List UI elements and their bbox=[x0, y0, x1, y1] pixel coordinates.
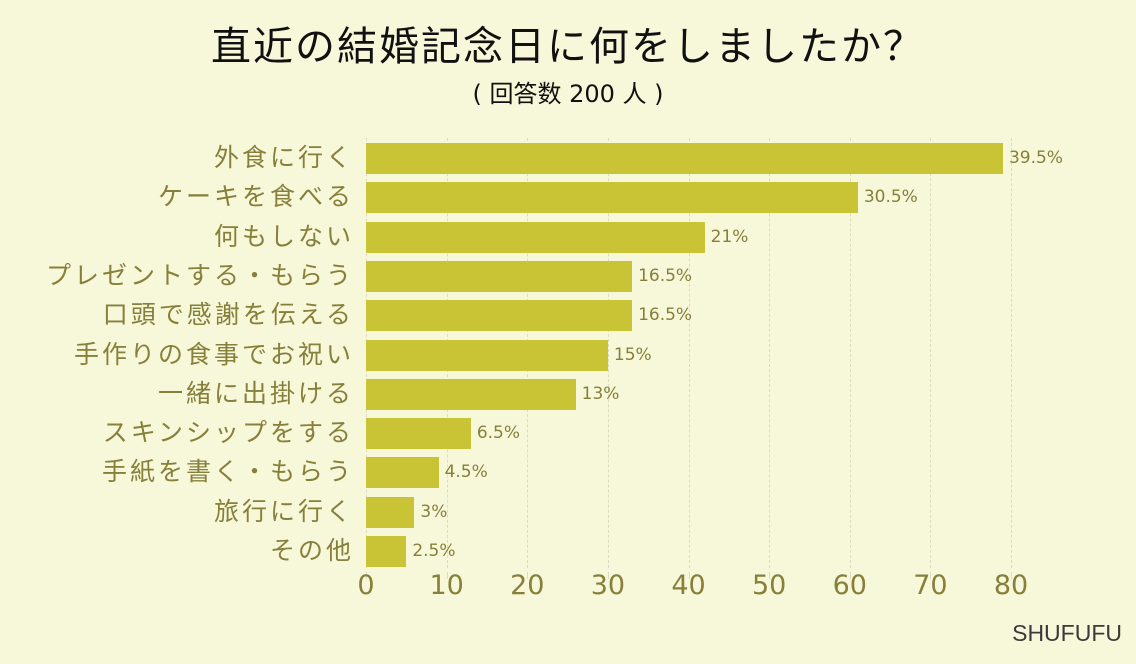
brand-logo: SHUFUFU bbox=[1012, 620, 1122, 646]
value-label: 15% bbox=[613, 344, 652, 365]
x-tick bbox=[930, 572, 932, 579]
chart-title: 直近の結婚記念日に何をしましたか？ bbox=[211, 24, 925, 70]
bar bbox=[366, 221, 705, 253]
x-tick bbox=[607, 572, 609, 579]
bar bbox=[366, 260, 633, 292]
category-label: 口頭で感謝を伝える bbox=[102, 300, 354, 330]
x-tick bbox=[366, 572, 367, 579]
value-label: 39.5% bbox=[1008, 148, 1063, 168]
category-label: プレゼントする・もらう bbox=[45, 260, 354, 290]
gridline bbox=[1011, 138, 1012, 568]
bar bbox=[366, 339, 608, 371]
category-label: スキンシップをする bbox=[102, 418, 354, 448]
x-tick bbox=[849, 572, 851, 579]
gridline bbox=[607, 138, 609, 568]
bar bbox=[366, 496, 415, 528]
bar bbox=[366, 182, 858, 214]
x-tick-label: 30 bbox=[590, 570, 626, 601]
category-label: 一緒に出掛ける bbox=[157, 378, 354, 408]
gridline bbox=[688, 138, 690, 568]
gridline bbox=[769, 138, 771, 568]
x-tick-label: 10 bbox=[429, 570, 464, 601]
value-label: 2.5% bbox=[412, 541, 456, 561]
bar bbox=[366, 418, 471, 450]
category-label: ケーキを食べる bbox=[157, 182, 354, 212]
x-tick-label: 60 bbox=[832, 570, 867, 601]
bar bbox=[366, 378, 576, 410]
x-tick bbox=[446, 572, 448, 579]
x-tick-label: 0 bbox=[357, 570, 375, 601]
category-label: 外食に行く bbox=[213, 143, 354, 172]
x-tick-label: 40 bbox=[671, 570, 706, 601]
bar bbox=[366, 457, 439, 489]
x-tick bbox=[769, 572, 771, 579]
x-tick bbox=[688, 572, 690, 579]
value-label: 30.5% bbox=[863, 187, 918, 208]
value-label: 13% bbox=[581, 383, 620, 404]
value-label: 6.5% bbox=[476, 423, 521, 444]
bar bbox=[366, 536, 407, 567]
value-label: 4.5% bbox=[444, 462, 488, 483]
x-tick bbox=[527, 572, 529, 579]
x-tick-label: 50 bbox=[751, 570, 787, 601]
category-label: 手紙を書く・もらう bbox=[101, 457, 354, 487]
category-label: 何もしない bbox=[213, 221, 354, 251]
value-label: 3% bbox=[420, 501, 448, 522]
gridline bbox=[930, 138, 932, 568]
x-tick-label: 20 bbox=[510, 570, 545, 601]
value-label: 16.5% bbox=[638, 305, 693, 326]
x-tick-label: 70 bbox=[913, 570, 948, 601]
value-label: 16.5% bbox=[638, 265, 693, 286]
category-label: その他 bbox=[269, 536, 354, 565]
x-tick-label: 80 bbox=[993, 570, 1029, 601]
bar bbox=[366, 300, 633, 332]
category-label: 手作りの食事でお祝い bbox=[73, 339, 354, 369]
bar bbox=[366, 143, 1003, 174]
chart-subtitle: ( 回答数 200 人 ) bbox=[472, 80, 664, 108]
category-label: 旅行に行く bbox=[213, 496, 354, 526]
value-label: 21% bbox=[710, 226, 749, 247]
gridline bbox=[849, 138, 851, 568]
x-tick bbox=[1011, 572, 1012, 579]
